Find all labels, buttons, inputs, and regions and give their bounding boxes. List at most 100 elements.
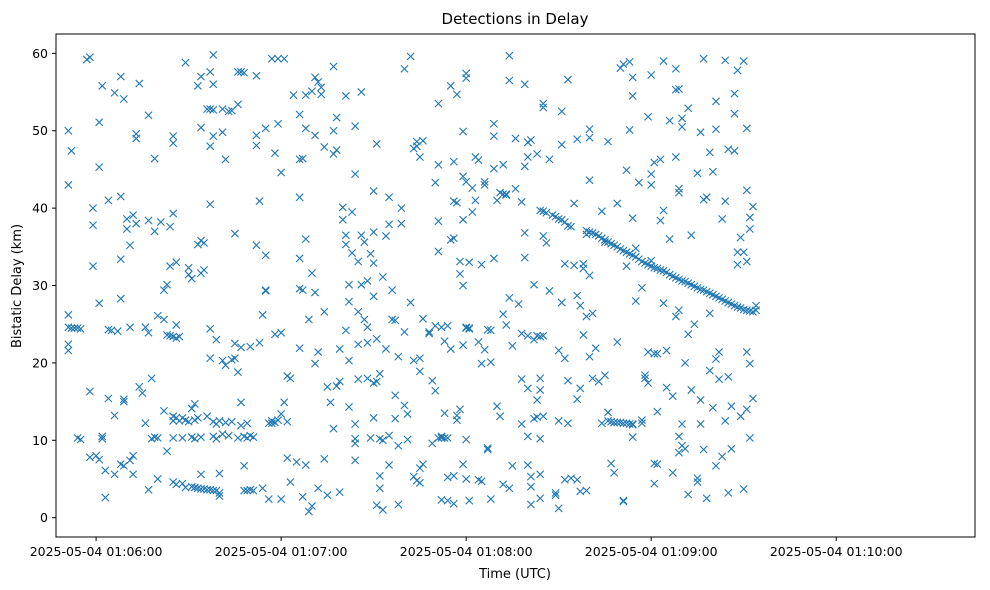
data-point — [539, 103, 548, 112]
data-point — [742, 257, 751, 266]
data-point — [628, 433, 637, 442]
data-point — [585, 352, 594, 361]
data-point — [613, 199, 622, 208]
data-point — [141, 323, 150, 332]
data-point — [126, 456, 135, 465]
data-point — [715, 348, 724, 357]
data-point — [270, 149, 279, 158]
data-point — [576, 384, 585, 393]
data-point — [360, 315, 369, 324]
data-point — [619, 497, 628, 506]
data-point — [465, 496, 474, 505]
data-point — [311, 73, 320, 82]
data-point — [724, 372, 733, 381]
data-point — [493, 196, 501, 205]
data-point — [610, 418, 619, 427]
data-point — [385, 193, 394, 202]
data-point — [415, 464, 424, 473]
data-point — [489, 119, 498, 128]
data-point — [674, 84, 683, 93]
data-point — [446, 344, 455, 353]
data-point — [489, 132, 498, 141]
data-point — [283, 454, 292, 463]
data-point — [443, 433, 452, 442]
data-point — [215, 488, 224, 497]
data-point — [684, 490, 693, 499]
data-point — [431, 386, 440, 395]
data-point — [307, 87, 316, 96]
data-point — [434, 160, 443, 169]
data-point — [539, 99, 548, 108]
data-point — [554, 214, 563, 223]
data-point — [206, 200, 215, 209]
data-point — [166, 222, 175, 231]
data-point — [647, 170, 656, 179]
data-point — [206, 324, 215, 333]
data-point — [745, 225, 754, 233]
data-point — [230, 354, 239, 363]
data-point — [696, 420, 705, 429]
data-point — [187, 482, 196, 491]
data-point — [678, 122, 687, 131]
data-point — [724, 488, 733, 497]
data-point — [329, 424, 338, 433]
data-point — [184, 417, 193, 426]
data-point — [489, 254, 498, 263]
data-point — [85, 53, 94, 62]
data-point — [705, 309, 714, 318]
data-point — [163, 447, 172, 456]
data-point — [163, 331, 172, 340]
data-point — [237, 398, 246, 407]
data-point — [459, 215, 468, 224]
data-point — [551, 488, 560, 497]
data-point — [292, 457, 301, 466]
data-point — [150, 433, 159, 442]
data-point — [449, 157, 458, 166]
data-point — [237, 421, 246, 430]
data-point — [372, 501, 381, 510]
data-point — [742, 306, 751, 315]
data-point — [240, 461, 249, 470]
scatter-points — [64, 50, 761, 516]
data-point — [196, 72, 205, 81]
data-point — [307, 269, 316, 278]
data-point — [341, 326, 350, 335]
data-point — [699, 445, 708, 454]
data-point — [668, 392, 677, 401]
data-point — [218, 430, 227, 439]
data-point — [499, 480, 508, 489]
data-point — [172, 320, 181, 329]
data-point — [539, 412, 548, 421]
data-point — [554, 504, 563, 513]
data-point — [428, 376, 437, 385]
data-point — [644, 112, 653, 121]
data-point — [147, 374, 156, 383]
data-point — [674, 448, 683, 457]
data-point — [215, 491, 224, 500]
data-point — [486, 358, 495, 367]
data-point — [511, 184, 520, 193]
data-point — [650, 459, 659, 468]
data-point — [212, 434, 221, 443]
data-point — [344, 356, 353, 365]
data-point — [604, 137, 613, 146]
data-point — [363, 323, 372, 332]
data-point — [597, 207, 606, 216]
data-point — [477, 359, 486, 368]
data-point — [227, 417, 236, 426]
data-point — [613, 338, 622, 346]
data-point — [641, 374, 650, 383]
data-point — [616, 64, 625, 73]
data-point — [357, 231, 366, 240]
data-point — [517, 375, 526, 384]
data-point — [400, 401, 409, 410]
data-point — [301, 91, 310, 100]
y-axis: 0 10 20 30 40 50 60 — [32, 46, 56, 525]
data-point — [486, 495, 495, 504]
data-point — [64, 180, 73, 189]
data-point — [551, 491, 560, 500]
data-point — [122, 225, 131, 233]
data-point — [536, 332, 545, 341]
data-point — [480, 180, 489, 189]
data-point — [563, 376, 572, 385]
